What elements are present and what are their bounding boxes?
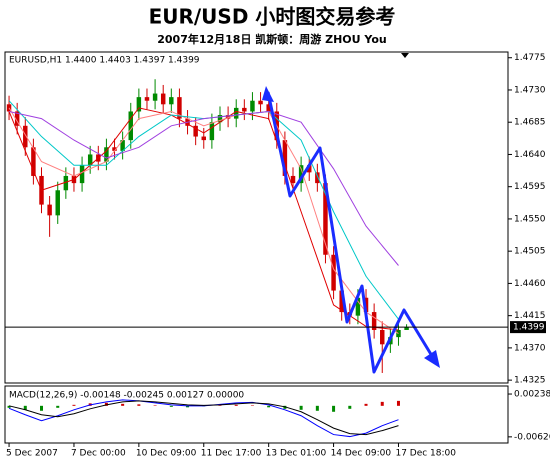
- trend-arrow: [266, 91, 434, 374]
- candle-body: [209, 122, 215, 141]
- histogram-bar: [121, 403, 125, 406]
- candle-body: [339, 290, 344, 313]
- x-tick-label: 5 Dec 2007: [6, 449, 58, 459]
- moving-average: [8, 110, 399, 266]
- y-tick-label: 1.4730: [514, 85, 546, 95]
- candle-body: [290, 175, 296, 184]
- x-tick-label: 13 Dec 01:00: [266, 449, 327, 459]
- candle-body: [193, 125, 198, 137]
- histogram-bar: [23, 405, 27, 410]
- histogram-bar: [315, 405, 319, 411]
- candle-body: [242, 107, 247, 112]
- histogram-bar: [153, 405, 157, 406]
- candle-body: [404, 327, 409, 330]
- last-price-label: 1.4399: [513, 323, 545, 333]
- x-tick-label: 7 Dec 00:00: [71, 449, 126, 459]
- macd-line: [8, 400, 399, 436]
- candle-body: [201, 136, 206, 141]
- candle-body: [47, 204, 52, 216]
- candle-body: [298, 165, 304, 184]
- candle-body: [128, 111, 133, 141]
- y-tick-label: 1.4550: [514, 214, 546, 224]
- x-tick-label: 17 Dec 18:00: [395, 449, 456, 459]
- histogram-bar: [364, 403, 368, 406]
- candle-body: [169, 97, 174, 105]
- x-tick-label: 10 Dec 09:00: [136, 449, 197, 459]
- histogram-bar: [186, 405, 190, 408]
- candle-body: [14, 111, 20, 126]
- y-tick-label: -0.00626: [514, 432, 550, 442]
- x-tick-label: 11 Dec 17:00: [201, 449, 262, 459]
- y-tick-label: 1.4775: [514, 53, 546, 63]
- histogram-bar: [380, 401, 384, 406]
- candle-body: [282, 140, 288, 176]
- histogram-bar: [299, 405, 303, 410]
- histogram-bar: [218, 405, 222, 406]
- candle-body: [160, 93, 166, 105]
- candle-body: [23, 125, 28, 148]
- candle-body: [250, 100, 255, 112]
- arrow-head-end: [424, 350, 440, 368]
- chart-subtitle: 2007年12月18日 凯斯顿：周游 ZHOU You: [157, 32, 387, 46]
- y-tick-label: 1.4640: [514, 150, 546, 160]
- last-price-box: [510, 321, 546, 334]
- histogram-bar: [234, 404, 238, 406]
- y-tick-label: 1.4415: [514, 311, 546, 321]
- candle-body: [315, 172, 320, 184]
- candle-body: [120, 140, 125, 151]
- y-tick-label: 1.4370: [514, 343, 546, 353]
- histogram-bar: [396, 400, 400, 406]
- arrow-head-start: [262, 86, 274, 102]
- histogram-bar: [137, 404, 141, 406]
- candle-body: [258, 100, 263, 105]
- candle-body: [87, 154, 93, 166]
- candle-body: [104, 147, 109, 162]
- candle-body: [177, 97, 182, 119]
- chart-title: EUR/USD 小时图交易参考: [149, 5, 396, 29]
- candle-body: [144, 97, 150, 101]
- x-tick-label: 14 Dec 09:00: [331, 449, 392, 459]
- candle-body: [331, 254, 336, 291]
- histogram-bar: [267, 405, 271, 408]
- price-header: EURUSD,H1 1.4400 1.4403 1.4397 1.4399: [9, 56, 200, 66]
- moving-average: [8, 107, 399, 334]
- price-panel: [4, 51, 509, 384]
- histogram-bar: [348, 405, 352, 409]
- macd-panel: [4, 385, 509, 444]
- candle-body: [136, 97, 142, 112]
- macd-header: MACD(12,26,9) -0.00148 -0.00245 0.00127 …: [9, 391, 244, 401]
- histogram-bar: [332, 405, 336, 412]
- histogram-bar: [169, 405, 173, 407]
- y-tick-label: 1.4595: [514, 182, 546, 192]
- candle-body: [152, 93, 158, 101]
- histogram-bar: [40, 405, 44, 411]
- histogram-bar: [7, 405, 11, 408]
- candle-body: [55, 190, 60, 216]
- candle-body: [307, 165, 312, 173]
- y-tick-label: 1.4505: [514, 247, 546, 257]
- candle-body: [380, 329, 385, 345]
- candle-body: [323, 183, 328, 255]
- y-tick-label: 1.4325: [514, 376, 546, 386]
- histogram-bar: [250, 405, 254, 406]
- shift-marker: [401, 53, 409, 58]
- candle-body: [31, 147, 36, 176]
- candle-body: [112, 147, 117, 151]
- candle-body: [217, 115, 223, 123]
- candle-body: [355, 297, 361, 316]
- y-tick-label: 0.00238: [514, 390, 550, 400]
- histogram-bar: [72, 404, 76, 406]
- candle-body: [63, 175, 69, 191]
- y-tick-label: 1.4685: [514, 118, 546, 128]
- candle-body: [371, 312, 377, 330]
- moving-average: [8, 107, 399, 331]
- y-tick-label: 1.4460: [514, 279, 546, 289]
- candle-body: [233, 107, 239, 119]
- candle-body: [266, 104, 271, 112]
- candle-body: [79, 165, 85, 184]
- histogram-bar: [56, 405, 60, 408]
